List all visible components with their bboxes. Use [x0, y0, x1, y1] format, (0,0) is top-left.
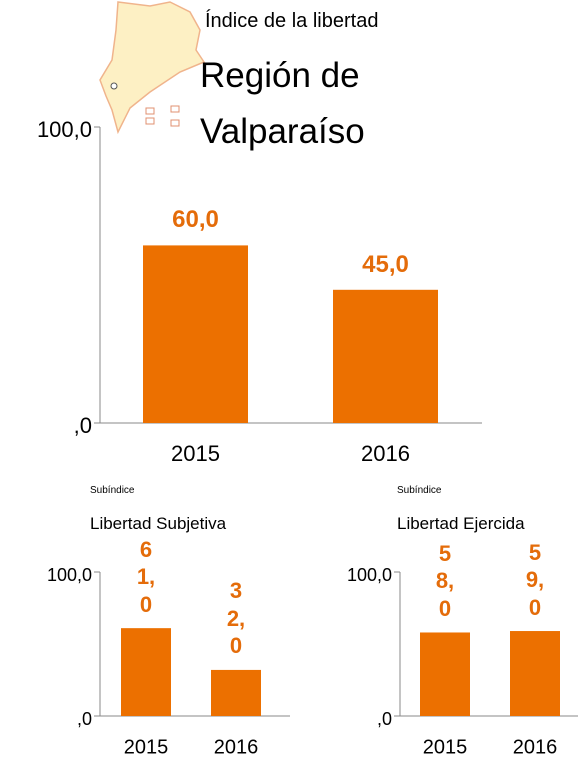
bar	[420, 632, 470, 716]
x-tick-label: 2016	[214, 736, 259, 758]
value-label: 58,0	[435, 540, 455, 621]
chart-subtitle: Subíndice	[90, 485, 135, 496]
y-tick-label: ,0	[74, 413, 92, 438]
bar	[211, 669, 261, 716]
value-label: 32,0	[226, 578, 246, 659]
x-tick-label: 2015	[171, 441, 220, 466]
chart-title: Índice de la libertad	[205, 10, 379, 32]
x-tick-label: 2015	[124, 736, 169, 758]
x-tick-label: 2016	[361, 441, 410, 466]
y-tick-label: ,0	[377, 709, 392, 729]
chart-title: Libertad Subjetiva	[90, 514, 227, 533]
chart-title: Libertad Ejercida	[397, 514, 525, 533]
bar	[143, 245, 248, 423]
y-tick-label: 100,0	[347, 565, 392, 585]
chart-subtitle: Región de Valparaíso	[200, 56, 365, 151]
value-label: 45,0	[362, 250, 409, 278]
y-tick-label: 100,0	[37, 117, 92, 142]
y-tick-label: 100,0	[47, 565, 92, 585]
y-tick-label: ,0	[77, 709, 92, 729]
bar	[333, 289, 438, 423]
value-label: 61,0	[136, 536, 156, 617]
bar	[510, 631, 560, 716]
region-map-icon	[99, 1, 206, 135]
bar	[121, 628, 171, 716]
chart-subtitle: Subíndice	[397, 485, 442, 496]
value-label: 59,0	[525, 539, 545, 620]
x-tick-label: 2015	[423, 736, 468, 758]
x-tick-label: 2016	[513, 736, 558, 758]
value-label: 60,0	[172, 206, 219, 234]
